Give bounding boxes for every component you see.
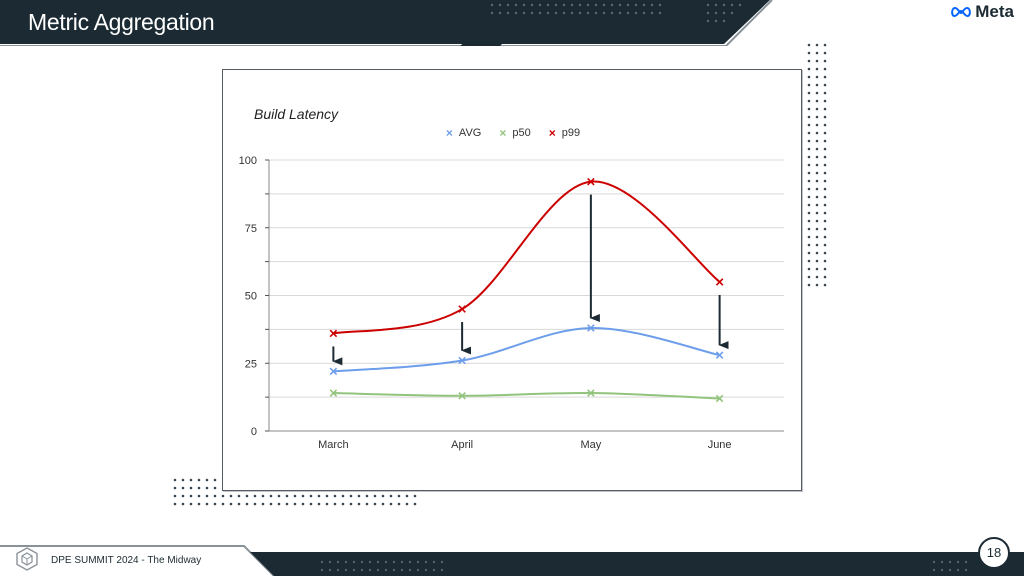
y-tick-label: 100: [239, 155, 257, 167]
y-tick-label: 50: [245, 291, 257, 303]
meta-infinity-icon: [951, 6, 972, 18]
event-name: DPE SUMMIT 2024 - The Midway: [51, 555, 202, 566]
x-tick-label: May: [580, 439, 601, 451]
decorative-dots-bottom: [173, 478, 417, 506]
series-line-p99: [333, 180, 721, 335]
header-bar: [0, 0, 773, 46]
x-tick-label: March: [318, 439, 349, 451]
brand-logo: Meta: [950, 2, 1014, 22]
data-point-p50: [458, 392, 466, 400]
legend-label-avg: AVG: [458, 127, 482, 139]
data-point-p50: [587, 389, 595, 397]
x-tick-label: June: [708, 439, 732, 451]
page-number: 18: [978, 537, 1010, 569]
y-tick-label: 25: [245, 358, 257, 370]
y-tick-label: 75: [245, 223, 257, 235]
legend-item-p50: × p50: [499, 126, 530, 140]
legend-marker-avg: ×: [445, 126, 453, 140]
decorative-dots-right: [807, 43, 827, 287]
footer-bar: [0, 545, 1024, 576]
legend-marker-p50: ×: [499, 126, 507, 140]
data-point-avg: [458, 356, 466, 365]
legend-item-avg: × AVG: [446, 126, 481, 140]
chart-title: Build Latency: [254, 106, 339, 122]
data-point-p99: [587, 177, 595, 186]
data-point-avg: [587, 324, 595, 332]
chart-legend: × AVG × p50 × p99: [223, 126, 803, 140]
line-chart: 0 25 50 75 100 March April May June: [239, 155, 784, 451]
slide-title: Metric Aggregation: [28, 9, 215, 35]
y-tick-label: 0: [251, 426, 257, 438]
data-point-p99: [715, 278, 724, 286]
series-line-avg: [333, 327, 720, 373]
summit-cube-icon: [16, 547, 38, 571]
data-point-p99: [458, 305, 466, 313]
chart-frame: 0 25 50 75 100 March April May June Build Latenc…: [222, 69, 802, 491]
legend-label-p50: p50: [512, 127, 531, 139]
data-point-p50: [715, 394, 724, 403]
legend-label-p99: p99: [561, 127, 581, 139]
x-tick-label: April: [451, 439, 473, 451]
brand-name: Meta: [975, 2, 1014, 21]
data-point-avg: [715, 351, 724, 359]
series-line-p50: [333, 392, 720, 400]
legend-marker-p99: ×: [548, 126, 556, 140]
data-point-p50: [329, 389, 338, 397]
legend-item-p99: × p99: [549, 126, 580, 140]
data-point-avg: [329, 367, 338, 376]
data-point-p99: [329, 329, 338, 338]
